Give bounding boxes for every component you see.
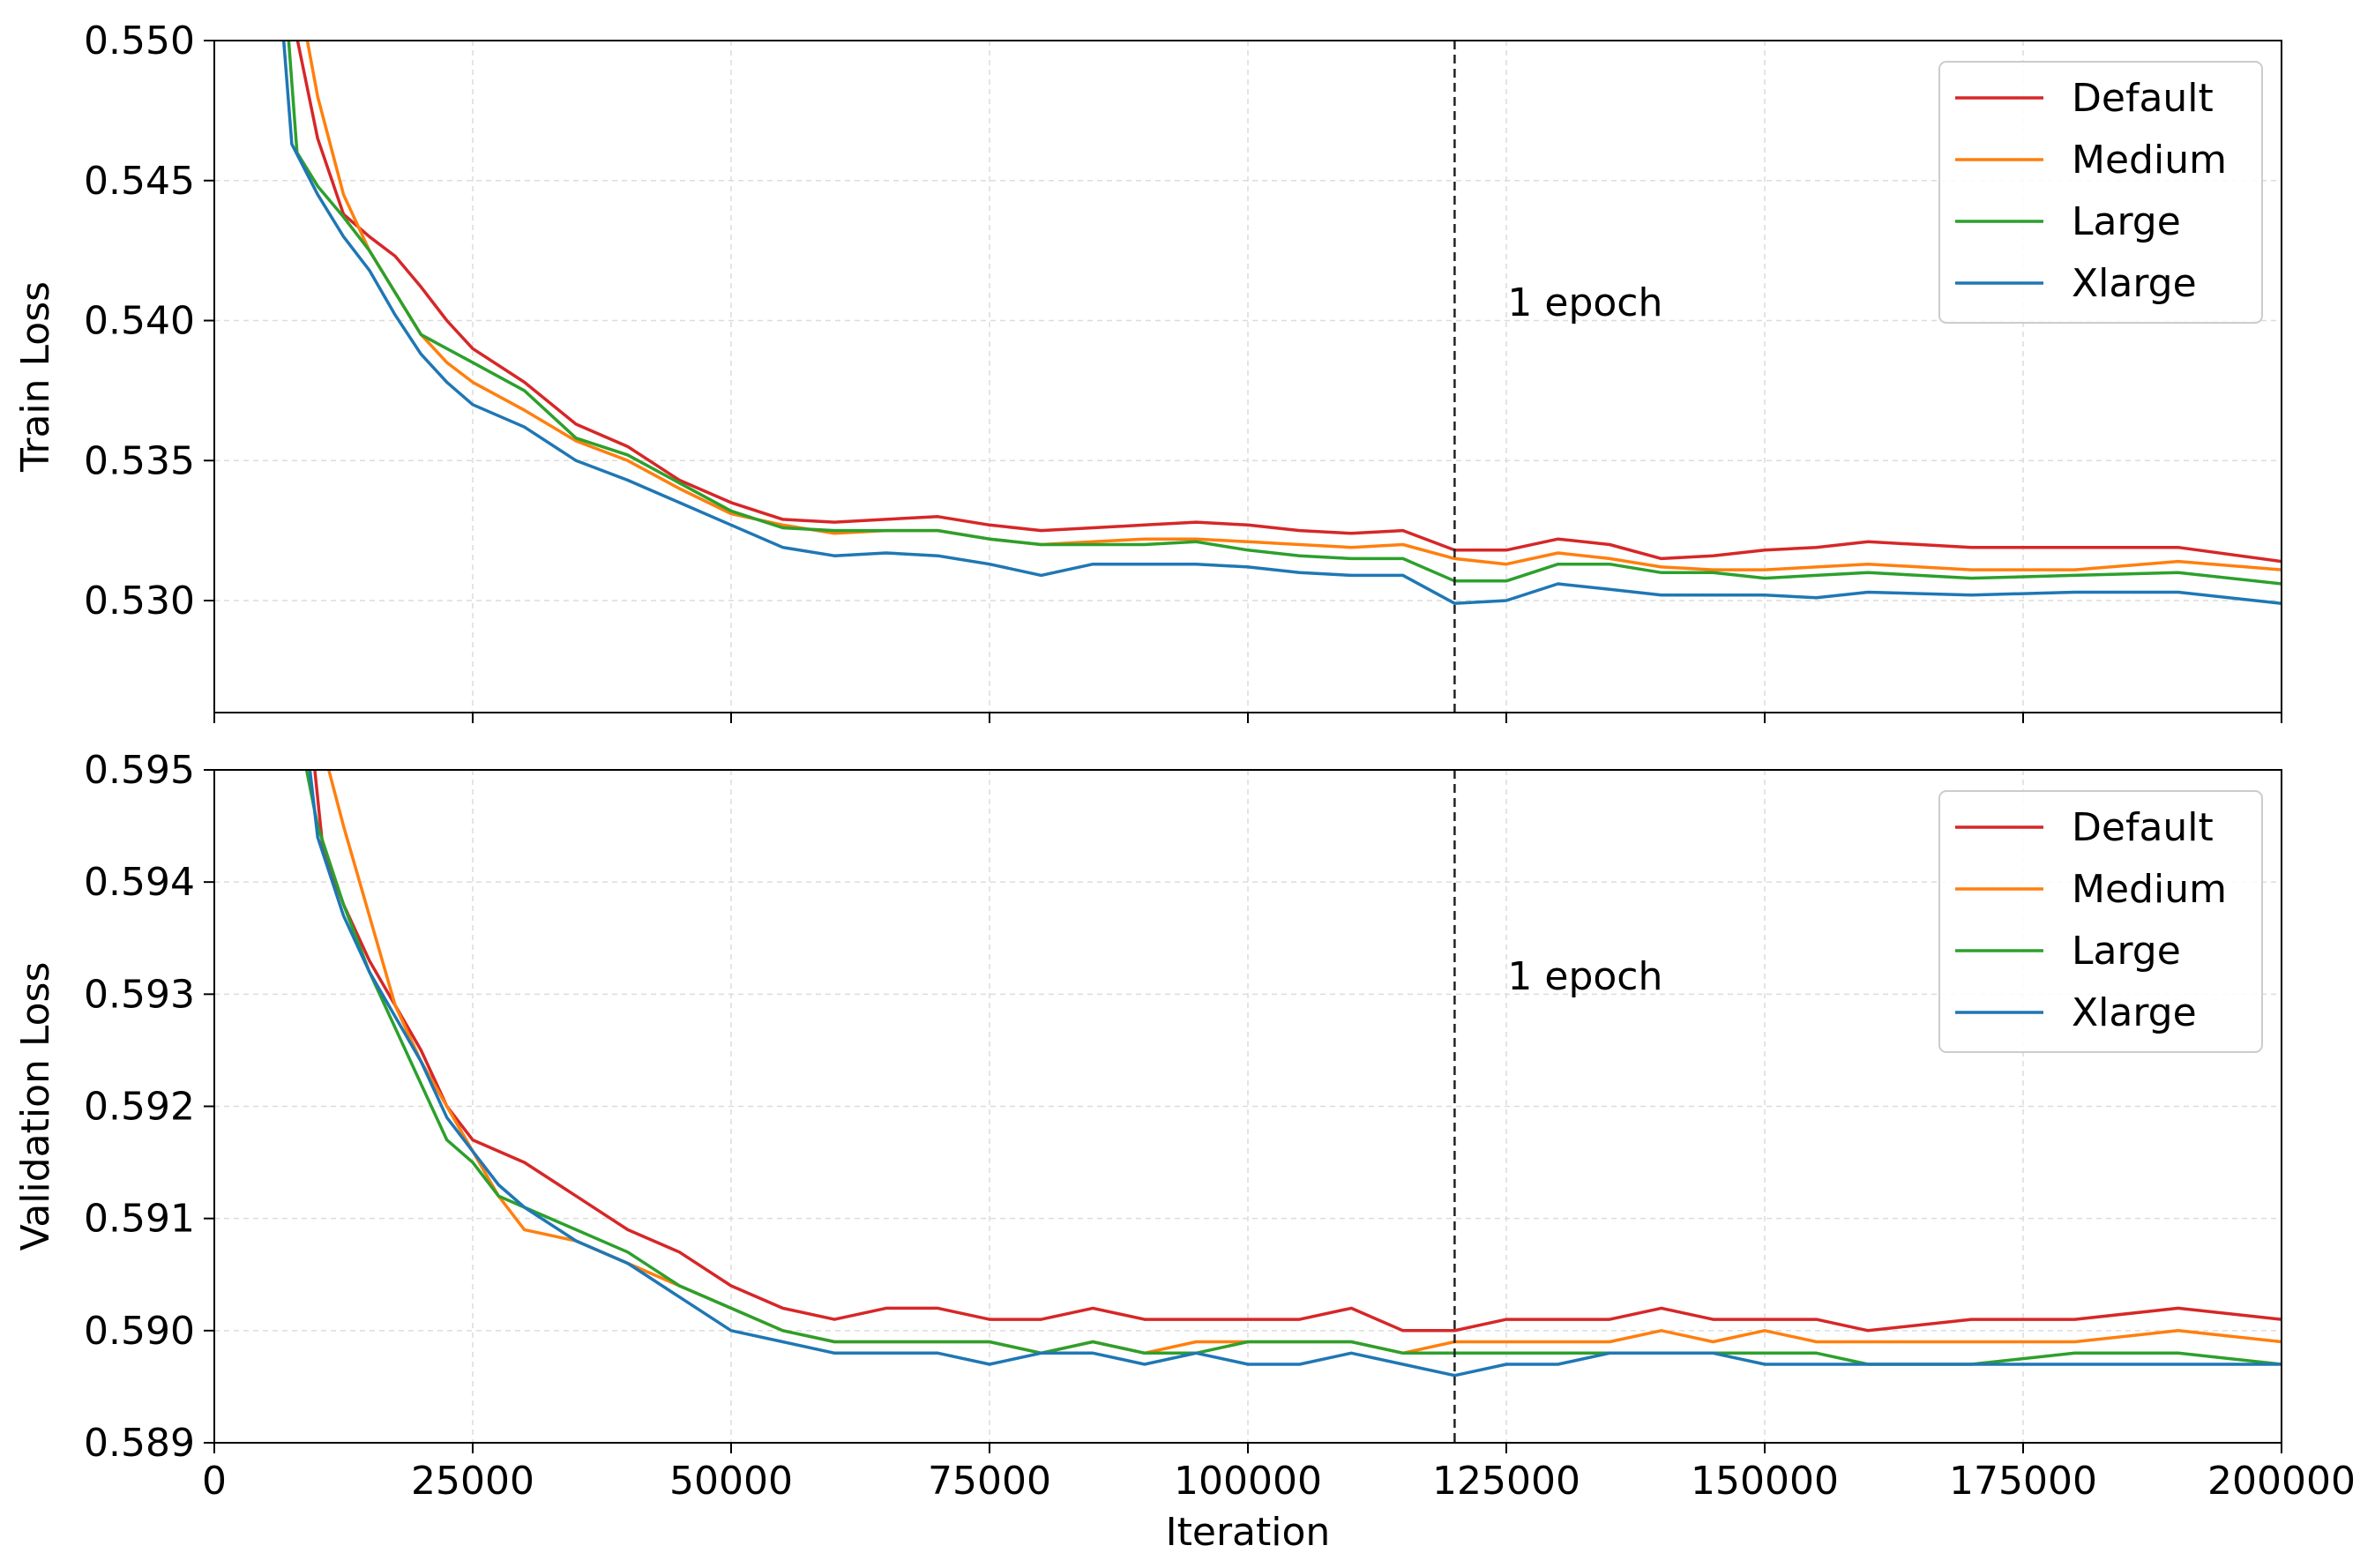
y-tick-label: 0.593 xyxy=(84,972,195,1017)
legend-box xyxy=(1938,61,2263,324)
x-tick-label: 0 xyxy=(202,1459,227,1504)
y-tick-label: 0.545 xyxy=(84,159,195,204)
x-tick-label: 50000 xyxy=(669,1459,793,1504)
y-tick-label: 0.550 xyxy=(84,19,195,63)
x-tick-label: 175000 xyxy=(1949,1459,2097,1504)
x-tick-label: 100000 xyxy=(1174,1459,1322,1504)
y-tick-label: 0.592 xyxy=(84,1085,195,1130)
y-tick-label: 0.589 xyxy=(84,1421,195,1466)
x-tick-label: 125000 xyxy=(1432,1459,1580,1504)
y-tick-label: 0.591 xyxy=(84,1197,195,1242)
x-axis-label: Iteration xyxy=(1166,1510,1331,1555)
y-tick-label: 0.535 xyxy=(84,438,195,483)
legend-label-xlarge: Xlarge xyxy=(2072,990,2197,1035)
y-tick-label: 0.594 xyxy=(84,860,195,905)
subplot-2: 1 epoch 0.589 0.590 0.591 0.592 0.593 0.594 0.5… xyxy=(13,748,2356,1555)
y-tick-label: 0.540 xyxy=(84,299,195,344)
legend-box xyxy=(1938,790,2263,1053)
legend-label-default: Default xyxy=(2072,76,2214,121)
x-tick-label: 150000 xyxy=(1691,1459,1839,1504)
series-line-default xyxy=(313,770,2282,1333)
y-tick-label: 0.530 xyxy=(84,579,195,623)
legend: Default Medium Large Xlarge xyxy=(1938,790,2263,1053)
legend-label-large: Large xyxy=(2072,199,2181,244)
epoch-annotation: 1 epoch xyxy=(1507,954,1662,999)
series-line-xlarge xyxy=(308,770,2282,1378)
legend-label-xlarge: Xlarge xyxy=(2072,261,2197,306)
x-tick-label: 25000 xyxy=(411,1459,534,1504)
legend-label-default: Default xyxy=(2072,805,2214,850)
y-axis-label: Validation Loss xyxy=(13,962,58,1251)
legend: Default Medium Large Xlarge xyxy=(1938,61,2263,324)
series-line-xlarge xyxy=(281,41,2282,605)
y-tick-label: 0.595 xyxy=(84,748,195,793)
y-tick-label: 0.590 xyxy=(84,1309,195,1354)
legend-label-large: Large xyxy=(2072,929,2181,974)
series-line-medium xyxy=(305,41,2282,571)
series-line-default xyxy=(295,41,2282,564)
subplot-1: 1 epoch 0.530 0.535 0.540 0.545 0.550 Train Lo… xyxy=(13,19,2282,723)
y-axis-label: Train Loss xyxy=(13,281,58,473)
series-line-large xyxy=(287,41,2282,586)
legend-label-medium: Medium xyxy=(2072,867,2227,912)
legend-label-medium: Medium xyxy=(2072,138,2227,183)
series-line-large xyxy=(304,770,2282,1366)
x-tick-label: 75000 xyxy=(928,1459,1051,1504)
epoch-annotation: 1 epoch xyxy=(1507,280,1662,325)
x-tick-label: 200000 xyxy=(2207,1459,2356,1504)
